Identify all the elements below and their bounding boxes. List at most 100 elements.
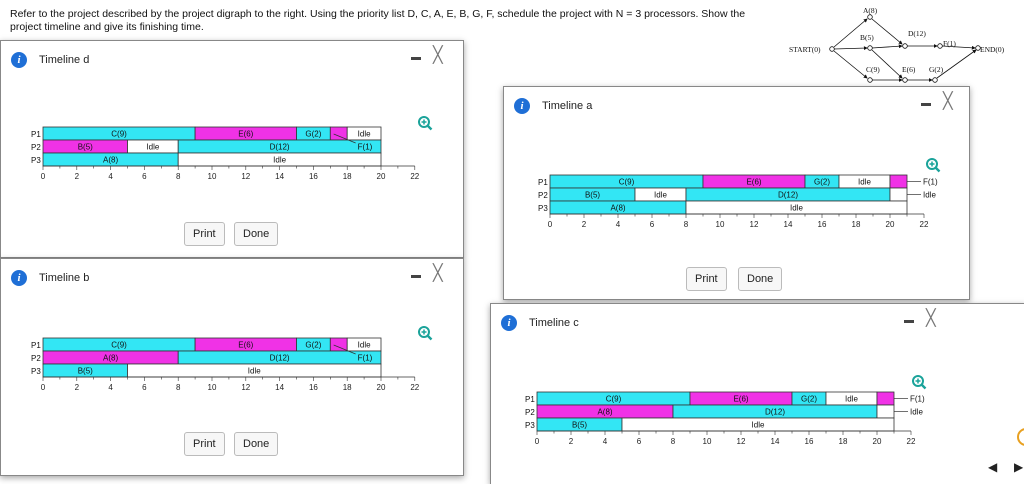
tick-label: 6 bbox=[650, 220, 655, 229]
zoom-in-icon[interactable] bbox=[417, 115, 433, 131]
next-arrow-icon[interactable]: ▶ bbox=[1014, 460, 1024, 474]
timeline-b-title: i Timeline b bbox=[11, 269, 89, 287]
timeline-a-title-text: Timeline a bbox=[542, 100, 593, 112]
timeline-d-title: i Timeline d bbox=[11, 51, 89, 69]
tick-label: 6 bbox=[142, 172, 147, 181]
task-label: C(9) bbox=[619, 178, 635, 187]
timeline-d-title-text: Timeline d bbox=[39, 54, 90, 66]
minimize-button[interactable] bbox=[411, 56, 421, 60]
tick-label: 10 bbox=[703, 437, 712, 446]
task-label: E(6) bbox=[238, 341, 253, 350]
tick-label: 18 bbox=[839, 437, 848, 446]
task-label: Idle bbox=[248, 367, 261, 376]
tick-label: 16 bbox=[309, 172, 318, 181]
task-bar bbox=[876, 404, 895, 419]
digraph-node-a: A(8) bbox=[863, 6, 878, 15]
timeline-a-window: i Timeline a ╳ P1 C(9) E(6) G(2) Idle P2 B(5) I… bbox=[503, 86, 970, 300]
processor-label: P1 bbox=[31, 130, 41, 139]
print-button[interactable]: Print bbox=[184, 222, 225, 246]
task-label: D(12) bbox=[270, 354, 290, 363]
timeline-d-window: i Timeline d ╳ P1 C(9) E(6) G(2) Idle P2 B(5) I… bbox=[0, 40, 464, 258]
tick-label: 10 bbox=[208, 172, 217, 181]
tick-label: 0 bbox=[41, 383, 46, 392]
task-label: G(2) bbox=[305, 130, 321, 139]
digraph-node-e: E(6) bbox=[902, 65, 916, 74]
tick-label: 8 bbox=[176, 383, 181, 392]
tick-label: 22 bbox=[410, 383, 419, 392]
tick-label: 12 bbox=[750, 220, 759, 229]
digraph-node-b: B(5) bbox=[860, 33, 874, 42]
task-label: Idle bbox=[358, 341, 371, 350]
tick-label: 10 bbox=[208, 383, 217, 392]
close-button[interactable]: ╳ bbox=[433, 47, 443, 64]
annotation-label: Idle bbox=[923, 191, 936, 200]
tick-label: 14 bbox=[275, 172, 284, 181]
tick-label: 4 bbox=[108, 383, 113, 392]
annotation-leader bbox=[333, 344, 356, 355]
task-label: B(5) bbox=[78, 367, 93, 376]
processor-label: P2 bbox=[538, 191, 548, 200]
print-button[interactable]: Print bbox=[686, 267, 727, 291]
zoom-in-icon[interactable] bbox=[417, 325, 433, 341]
minimize-button[interactable] bbox=[904, 319, 914, 323]
task-label: Idle bbox=[858, 178, 871, 187]
tick-label: 8 bbox=[684, 220, 689, 229]
tick-label: 22 bbox=[410, 172, 419, 181]
task-label: D(12) bbox=[270, 143, 290, 152]
task-label: E(6) bbox=[746, 178, 761, 187]
task-label: G(2) bbox=[305, 341, 321, 350]
task-label: Idle bbox=[146, 143, 159, 152]
zoom-in-icon[interactable] bbox=[911, 374, 927, 390]
task-label: E(6) bbox=[238, 130, 253, 139]
task-label: C(9) bbox=[606, 395, 622, 404]
processor-label: P1 bbox=[538, 178, 548, 187]
minimize-button[interactable] bbox=[411, 274, 421, 278]
info-icon: i bbox=[11, 52, 27, 68]
timeline-c-title-text: Timeline c bbox=[529, 317, 579, 329]
timeline-a-chart: P1 C(9) E(6) G(2) Idle P2 B(5) Idle D(12) P3 A(8) I… bbox=[538, 174, 938, 229]
timeline-b-title-text: Timeline b bbox=[39, 272, 90, 284]
tick-label: 10 bbox=[716, 220, 725, 229]
close-button[interactable]: ╳ bbox=[433, 265, 443, 282]
info-icon: i bbox=[501, 315, 517, 331]
done-button[interactable]: Done bbox=[234, 222, 279, 246]
annotation-label: Idle bbox=[910, 408, 923, 417]
tick-label: 4 bbox=[108, 172, 113, 181]
tick-label: 20 bbox=[886, 220, 895, 229]
processor-label: P1 bbox=[525, 395, 535, 404]
zoom-in-icon[interactable] bbox=[925, 157, 941, 173]
close-button[interactable]: ╳ bbox=[943, 93, 953, 110]
tick-label: 8 bbox=[671, 437, 676, 446]
task-label: A(8) bbox=[103, 354, 118, 363]
processor-label: P2 bbox=[525, 408, 535, 417]
processor-label: P3 bbox=[31, 367, 41, 376]
annotation-label: F(1) bbox=[923, 178, 938, 187]
tick-label: 8 bbox=[176, 172, 181, 181]
done-button[interactable]: Done bbox=[738, 267, 783, 291]
timeline-c-window: i Timeline c ╳ P1 C(9) E(6) G(2) Idle P2 A(8) D… bbox=[490, 303, 1024, 484]
done-button[interactable]: Done bbox=[234, 432, 279, 456]
annotation-label: F(1) bbox=[358, 143, 373, 152]
digraph-node-g: G(2) bbox=[929, 65, 944, 74]
task-bar bbox=[329, 337, 348, 352]
tick-label: 2 bbox=[582, 220, 587, 229]
digraph-node-end: END(0) bbox=[980, 45, 1005, 54]
timeline-d-chart: P1 C(9) E(6) G(2) Idle P2 B(5) Idle D(12) P3 A(8) I… bbox=[31, 126, 420, 181]
processor-label: P3 bbox=[538, 204, 548, 213]
print-button[interactable]: Print bbox=[184, 432, 225, 456]
task-label: A(8) bbox=[610, 204, 625, 213]
task-label: B(5) bbox=[78, 143, 93, 152]
close-button[interactable]: ╳ bbox=[926, 310, 936, 327]
tick-label: 18 bbox=[852, 220, 861, 229]
task-label: A(8) bbox=[597, 408, 612, 417]
processor-label: P3 bbox=[31, 156, 41, 165]
previous-arrow-icon[interactable]: ◀ bbox=[988, 460, 998, 474]
task-label: Idle bbox=[273, 156, 286, 165]
task-label: B(5) bbox=[585, 191, 600, 200]
timeline-c-title: i Timeline c bbox=[501, 314, 579, 332]
digraph-node-start: START(0) bbox=[789, 45, 821, 54]
tick-label: 14 bbox=[784, 220, 793, 229]
tick-label: 4 bbox=[603, 437, 608, 446]
task-bar bbox=[329, 126, 348, 141]
minimize-button[interactable] bbox=[921, 102, 931, 106]
